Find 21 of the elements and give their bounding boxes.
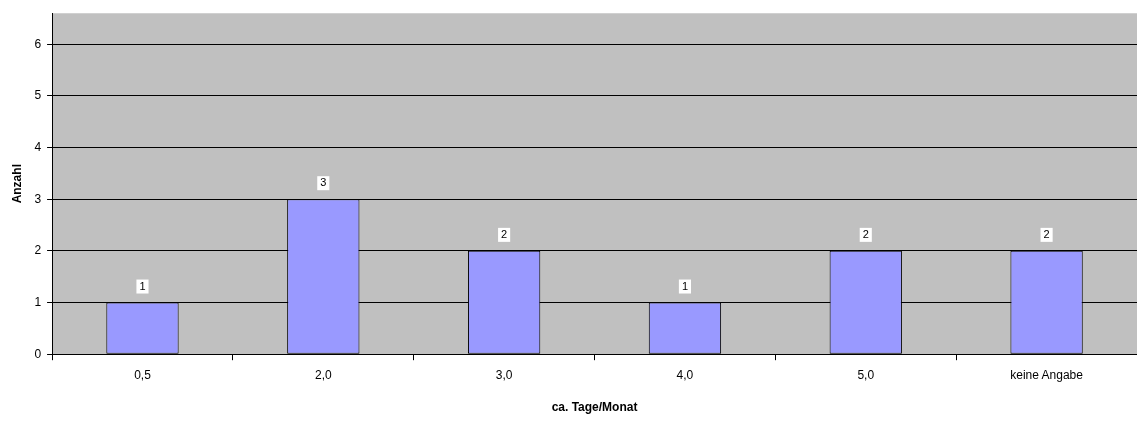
data-label: 2 xyxy=(1043,227,1050,240)
data-label: 3 xyxy=(320,176,327,189)
y-tick-label: 3 xyxy=(34,191,42,206)
x-tick-label: 3,0 xyxy=(495,367,513,382)
x-tick-label: 0,5 xyxy=(134,367,152,382)
y-tick-label: 6 xyxy=(34,36,42,51)
x-axis-title: ca. Tage/Monat xyxy=(551,400,638,415)
y-tick-label: 4 xyxy=(34,139,42,154)
data-label: 1 xyxy=(139,279,146,292)
x-tick-label: 5,0 xyxy=(857,367,875,382)
data-label: 2 xyxy=(501,227,508,240)
data-label: 2 xyxy=(862,227,869,240)
x-tick-label: 2,0 xyxy=(314,367,332,382)
y-tick-label: 0 xyxy=(34,346,42,361)
x-tick-label: keine Angabe xyxy=(1010,367,1084,382)
y-tick-label: 5 xyxy=(34,88,42,103)
y-tick-label: 2 xyxy=(34,243,42,258)
y-axis-title: Anzahl xyxy=(9,164,24,204)
data-label: 1 xyxy=(681,279,689,292)
y-tick-label: 1 xyxy=(34,294,42,309)
x-tick-label: 4,0 xyxy=(676,367,694,382)
